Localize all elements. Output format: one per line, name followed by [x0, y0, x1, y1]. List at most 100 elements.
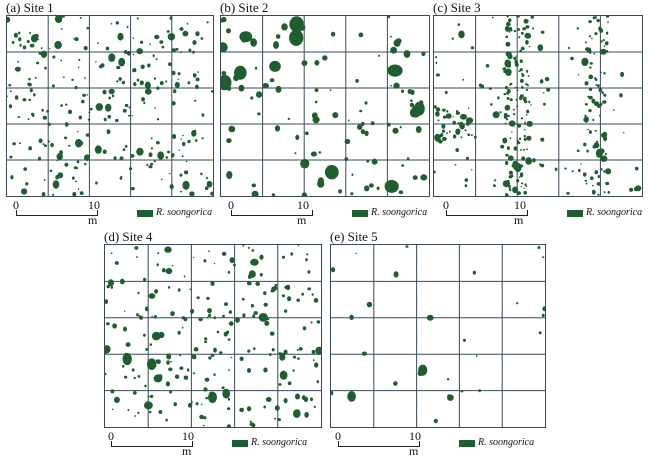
shrub-point: [509, 57, 512, 60]
shrub-point: [64, 122, 69, 127]
scale-end-label: 10 m: [88, 198, 100, 227]
shrub-point: [143, 333, 146, 337]
shrub-point: [390, 46, 397, 54]
quadrat-grid: [7, 16, 213, 196]
shrub-point: [289, 29, 304, 46]
shrub-point: [103, 117, 107, 122]
shrub-point: [366, 301, 373, 308]
shrub-point: [464, 129, 467, 132]
shrub-point: [165, 156, 169, 159]
shrub-point: [77, 66, 80, 69]
shrub-point: [188, 48, 192, 53]
shrub-point: [398, 190, 404, 195]
shrub-point: [169, 390, 173, 394]
shrub-point: [185, 160, 188, 163]
shrub-point: [307, 270, 311, 274]
shrub-point: [452, 120, 456, 125]
shrub-point: [287, 381, 292, 385]
shrub-point: [83, 46, 88, 51]
shrub-point: [508, 26, 513, 31]
shrub-point: [249, 420, 252, 423]
shrub-point: [49, 48, 51, 50]
shrub-point: [123, 375, 128, 379]
shrub-point: [605, 51, 608, 53]
shrub-point: [136, 78, 140, 82]
shrub-point: [513, 146, 518, 151]
shrub-point: [27, 118, 30, 120]
shrub-point: [441, 123, 446, 129]
shrub-point: [83, 77, 86, 79]
shrub-point: [95, 181, 98, 185]
shrub-point: [412, 175, 418, 180]
shrub-point: [78, 115, 83, 120]
shrub-point: [146, 163, 149, 167]
shrub-point: [301, 60, 308, 66]
shrub-point: [28, 82, 32, 87]
shrub-point: [131, 368, 135, 372]
shrub-point: [271, 193, 276, 196]
shrub-point: [311, 293, 314, 296]
shrub-point: [512, 108, 515, 111]
shrub-point: [377, 54, 380, 57]
shrub-point: [250, 258, 259, 266]
shrub-point: [68, 144, 71, 147]
shrub-point: [274, 417, 277, 420]
shrub-point: [583, 142, 587, 147]
shrub-point: [301, 192, 308, 196]
shrub-point: [524, 183, 527, 186]
shrub-point: [165, 381, 170, 387]
shrub-point: [541, 313, 545, 317]
shrub-point: [283, 309, 288, 313]
shrub-point: [457, 122, 460, 125]
shrub-point: [256, 91, 263, 98]
shrub-point: [514, 62, 519, 67]
shrub-point: [409, 108, 417, 118]
shrub-point: [596, 19, 600, 22]
shrub-point: [467, 107, 470, 109]
shrub-point: [591, 98, 596, 104]
shrub-point: [165, 80, 168, 83]
shrub-point: [226, 330, 230, 335]
shrub-point: [302, 326, 307, 331]
shrub-point: [251, 190, 259, 196]
shrub-point: [186, 22, 189, 25]
shrub-point: [297, 357, 300, 360]
shrub-point: [532, 158, 536, 163]
shrub-point: [130, 187, 135, 191]
shrub-point: [259, 254, 264, 260]
shrub-point: [594, 170, 599, 175]
shrub-point: [153, 374, 163, 383]
shrub-point: [182, 141, 186, 147]
shrub-point: [40, 47, 43, 50]
panel-title: (b) Site 2: [220, 0, 269, 15]
shrub-point: [78, 58, 81, 62]
shrub-point: [207, 308, 212, 314]
shrub-point: [105, 103, 112, 112]
shrub-point: [300, 24, 306, 31]
shrub-point: [517, 123, 521, 128]
shrub-point: [578, 168, 581, 173]
shrub-point: [316, 380, 320, 384]
shrub-point: [314, 60, 320, 66]
shrub-point: [591, 37, 593, 40]
shrub-point: [364, 185, 370, 192]
shrub-point: [167, 33, 176, 41]
shrub-point: [516, 105, 519, 108]
scale-end-label: 10 m: [409, 429, 421, 458]
shrub-point: [133, 82, 137, 87]
shrub-point: [515, 86, 517, 89]
shrub-point: [518, 36, 521, 39]
shrub-point: [228, 369, 231, 371]
shrub-point: [259, 272, 263, 277]
shrub-point: [376, 186, 380, 191]
shrub-point: [358, 32, 364, 38]
shrub-point: [269, 78, 275, 83]
shrub-point: [513, 29, 517, 33]
shrub-point: [47, 140, 50, 143]
shrub-point: [446, 132, 448, 134]
site-map: [433, 15, 643, 197]
shrub-point: [506, 16, 509, 18]
shrub-point: [519, 78, 524, 83]
shrub-point: [504, 193, 509, 196]
shrub-point: [115, 21, 120, 25]
